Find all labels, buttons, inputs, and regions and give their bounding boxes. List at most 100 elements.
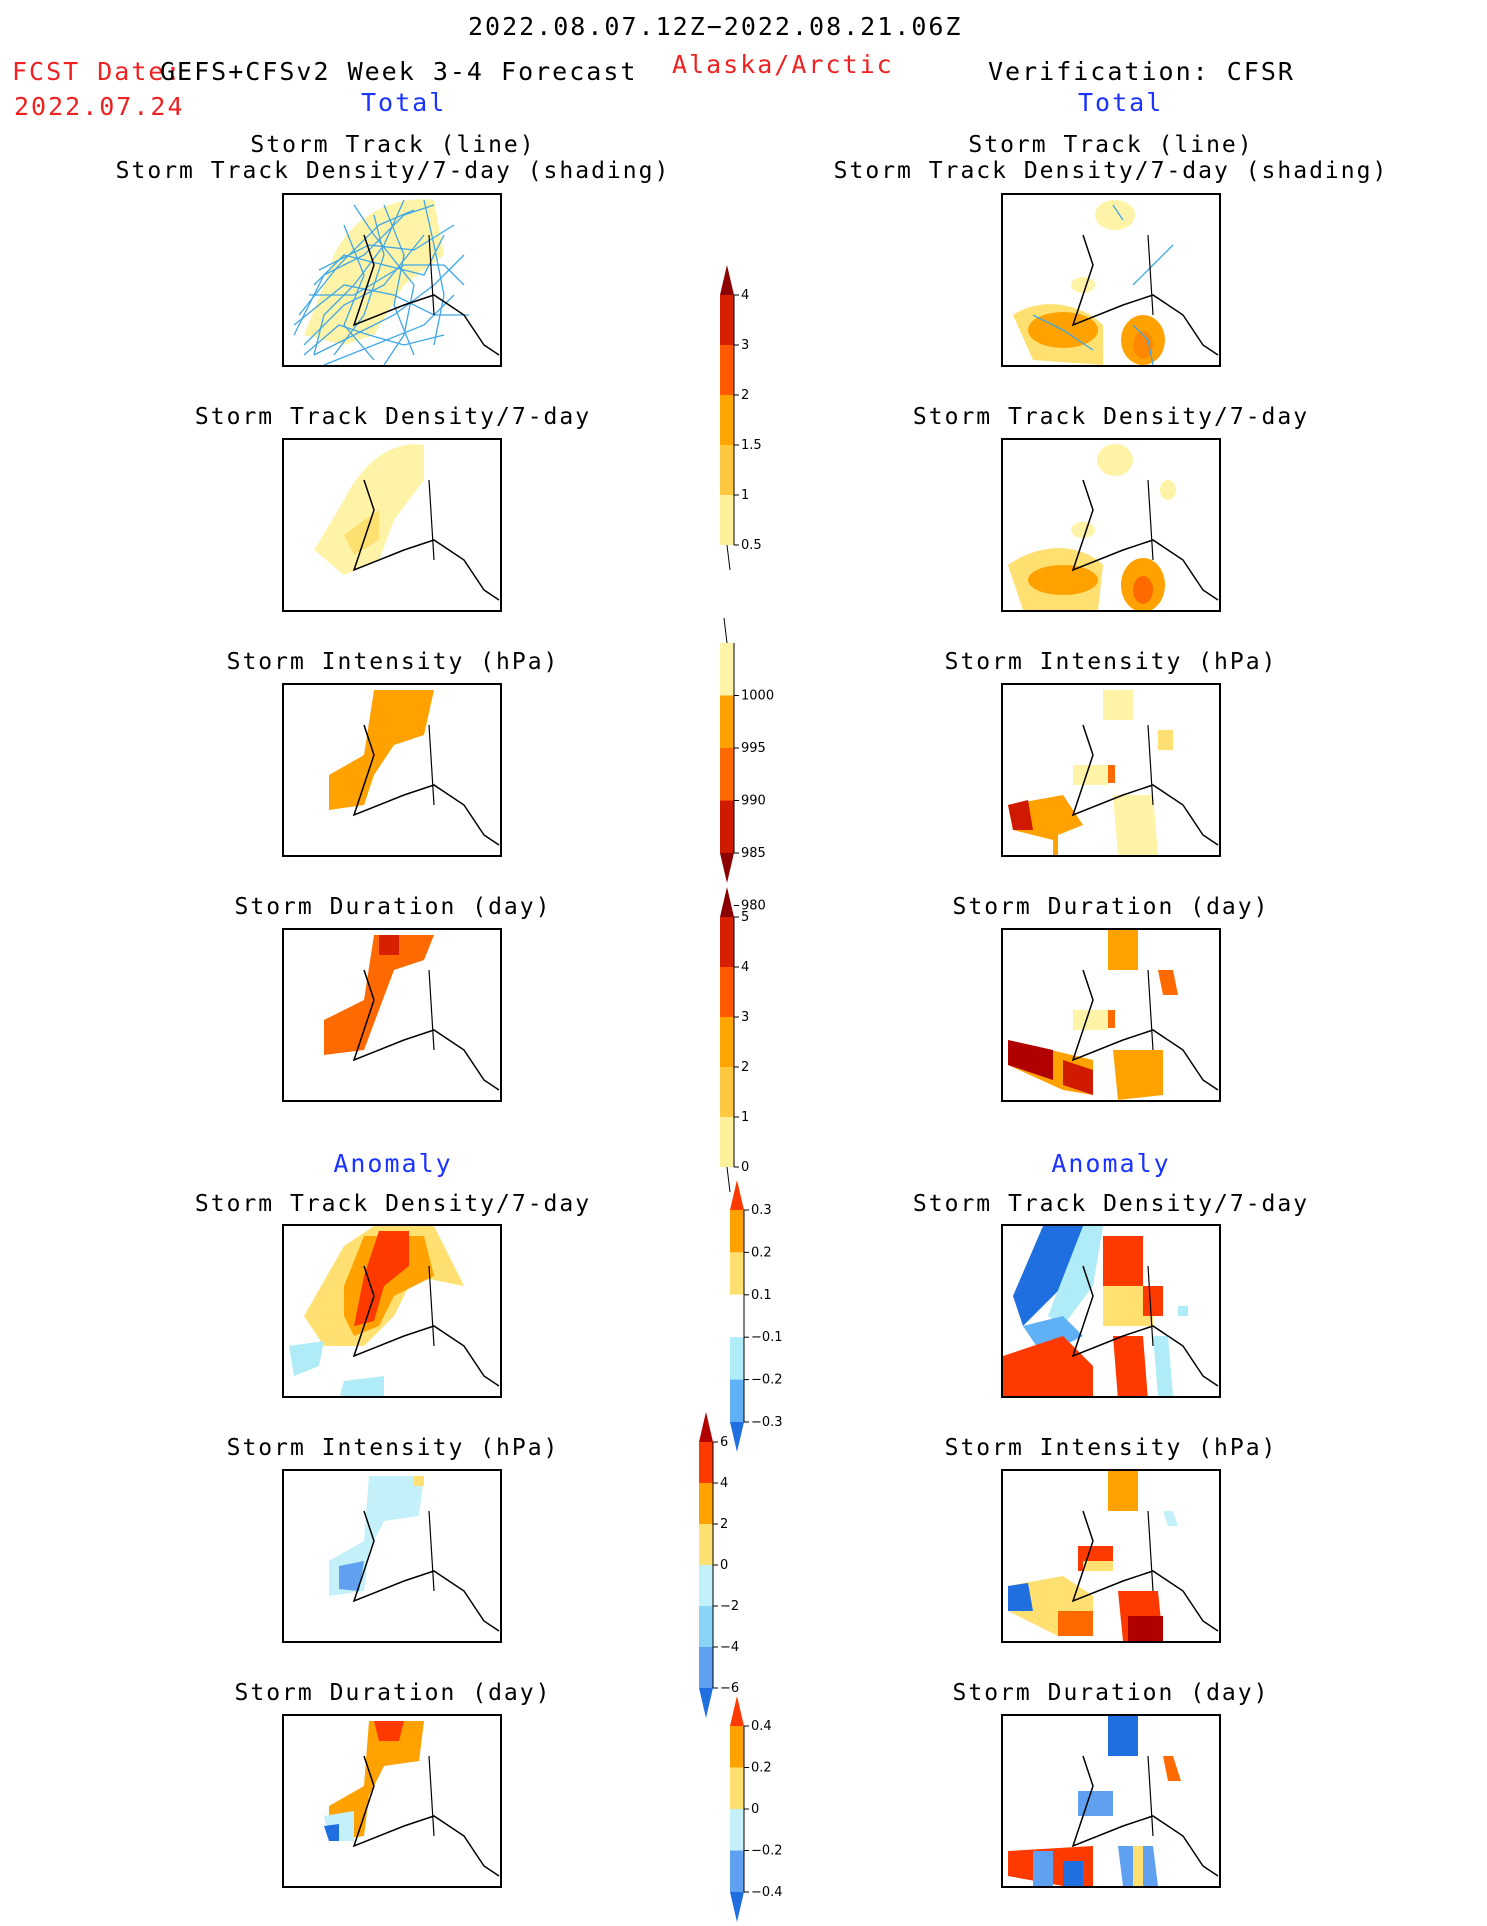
colorbar-tick-label: 1000 — [741, 689, 774, 704]
colorbar-svg: 1000 995 990 985 980 — [720, 617, 774, 914]
panel-title-anom-duration-r: Storm Duration (day) — [952, 1680, 1270, 1706]
colorbar-segment — [699, 1647, 713, 1688]
map-verif-duration — [1001, 928, 1221, 1102]
colorbar-top-arrow — [720, 887, 734, 917]
colorbar-bottom-arrow — [730, 1422, 744, 1452]
left-anomaly-label: Anomaly — [333, 1149, 453, 1178]
map-forecast-track — [282, 193, 502, 367]
colorbar-tick-label: 985 — [741, 846, 766, 861]
colorbar-segment — [720, 395, 734, 445]
colorbar-tick-label: 0.1 — [751, 1288, 772, 1303]
right-total-label: Total — [1078, 88, 1164, 117]
colorbar-tick-label: 1 — [741, 488, 749, 503]
colorbar-segment — [730, 1850, 744, 1892]
colorbar-tick-label: 0 — [741, 1160, 749, 1175]
colorbar-segment — [720, 800, 734, 853]
colorbar-top-arrow — [720, 265, 734, 295]
colorbar-top-tail — [723, 617, 728, 644]
colorbar-tick-label: −0.4 — [751, 1885, 783, 1900]
colorbar-segment — [699, 1606, 713, 1647]
map-verif-anom-duration — [1001, 1714, 1221, 1888]
fcst-date-label: FCST Date: — [12, 57, 183, 86]
map-forecast-density — [282, 438, 502, 612]
colorbar-segment — [720, 495, 734, 545]
colorbar-tick-label: 0 — [720, 1558, 728, 1573]
colorbar-tick-label: −6 — [720, 1681, 739, 1696]
colorbar-segment — [730, 1767, 744, 1809]
colorbar-tick-label: 6 — [720, 1435, 728, 1450]
colorbar-tick-label: 4 — [720, 1476, 728, 1491]
panel-title-density: Storm Track Density/7-day — [194, 404, 592, 430]
colorbar-top-arrow — [730, 1180, 744, 1210]
colorbar-tick-label: −4 — [720, 1640, 739, 1655]
colorbar-tick-label: 2 — [741, 1060, 749, 1075]
colorbar-segment — [720, 1017, 734, 1067]
colorbar-segment — [720, 345, 734, 395]
panel-title-anom-intensity: Storm Intensity (hPa) — [226, 1435, 560, 1461]
colorbar-svg: 0.4 0.2 0 −0.2 −0.4 — [730, 1696, 783, 1922]
map-forecast-anom-intensity — [282, 1469, 502, 1643]
colorbar-density-total: 4 3 2 1.5 1 0.5 — [720, 265, 780, 571]
colorbar-tick-label: −0.2 — [751, 1373, 783, 1388]
colorbar-segment — [720, 1067, 734, 1117]
colorbar-bottom-tail — [726, 544, 731, 571]
colorbar-segment — [720, 445, 734, 495]
colorbar-tick-label: 980 — [741, 899, 766, 914]
colorbar-tick-label: 4 — [741, 960, 749, 975]
colorbar-tick-label: −0.3 — [751, 1415, 783, 1430]
colorbar-top-arrow — [730, 1696, 744, 1726]
colorbar-tick-label: 3 — [741, 338, 749, 353]
colorbar-segment — [720, 967, 734, 1017]
colorbar-tick-label: 0 — [751, 1802, 759, 1817]
colorbar-tick-label: 0.3 — [751, 1203, 772, 1218]
colorbar-tick-label: 990 — [741, 794, 766, 809]
colorbar-bottom-tail — [726, 1166, 731, 1193]
left-total-label: Total — [361, 88, 447, 117]
colorbar-segment — [720, 643, 734, 696]
map-forecast-anom-density — [282, 1224, 502, 1398]
colorbar-segment — [720, 295, 734, 345]
colorbar-segment — [730, 1294, 744, 1338]
colorbar-segment — [730, 1726, 744, 1768]
panel-title-anom-intensity-r: Storm Intensity (hPa) — [944, 1435, 1278, 1461]
map-verif-anom-intensity — [1001, 1469, 1221, 1643]
map-forecast-anom-duration — [282, 1714, 502, 1888]
colorbar-tick-label: −2 — [720, 1599, 739, 1614]
panel-title-anom-density: Storm Track Density/7-day — [194, 1191, 592, 1217]
colorbar-bottom-arrow — [720, 853, 734, 883]
colorbar-svg: 4 3 2 1.5 1 0.5 — [720, 265, 762, 571]
panel-title-anom-duration: Storm Duration (day) — [234, 1680, 552, 1706]
panel-title-anom-density-r: Storm Track Density/7-day — [912, 1191, 1310, 1217]
panel-title-track-line: Storm Track (line) — [250, 132, 536, 158]
colorbar-tick-label: 1 — [741, 1110, 749, 1125]
panel-title-track-line-r: Storm Track (line) — [968, 132, 1254, 158]
colorbar-tick-label: 0.2 — [751, 1245, 772, 1260]
colorbar-segment — [730, 1252, 744, 1295]
panel-title-duration-r: Storm Duration (day) — [952, 894, 1270, 920]
colorbar-intensity-anom: 6 4 2 0 −2 −4 −6 — [699, 1412, 759, 1722]
colorbar-segment — [720, 1117, 734, 1167]
colorbar-segment — [720, 695, 734, 748]
colorbar-segment — [699, 1565, 713, 1606]
right-anomaly-label: Anomaly — [1051, 1149, 1171, 1178]
colorbar-tick-label: 5 — [741, 910, 749, 925]
map-verif-density — [1001, 438, 1221, 612]
map-verif-intensity — [1001, 683, 1221, 857]
verification-label: Verification: CFSR — [988, 57, 1295, 86]
colorbar-segment — [730, 1809, 744, 1851]
colorbar-tick-label: 995 — [741, 741, 766, 756]
colorbar-segment — [720, 917, 734, 967]
colorbar-segment — [699, 1483, 713, 1524]
colorbar-segment — [699, 1524, 713, 1565]
panel-title-intensity-r: Storm Intensity (hPa) — [944, 649, 1278, 675]
colorbar-tick-label: 2 — [720, 1517, 728, 1532]
colorbar-duration-anom: 0.4 0.2 0 −0.2 −0.4 — [730, 1696, 790, 1926]
model-label: GEFS+CFSv2 Week 3-4 Forecast — [160, 57, 638, 86]
colorbar-top-arrow — [699, 1412, 713, 1442]
colorbar-tick-label: 3 — [741, 1010, 749, 1025]
panel-title-track-shading-r: Storm Track Density/7-day (shading) — [833, 158, 1389, 184]
colorbar-tick-label: 4 — [741, 288, 749, 303]
fcst-date: 2022.07.24 — [14, 92, 185, 121]
colorbar-segment — [730, 1379, 744, 1422]
forecast-period: 2022.08.07.12Z−2022.08.21.06Z — [468, 12, 963, 41]
